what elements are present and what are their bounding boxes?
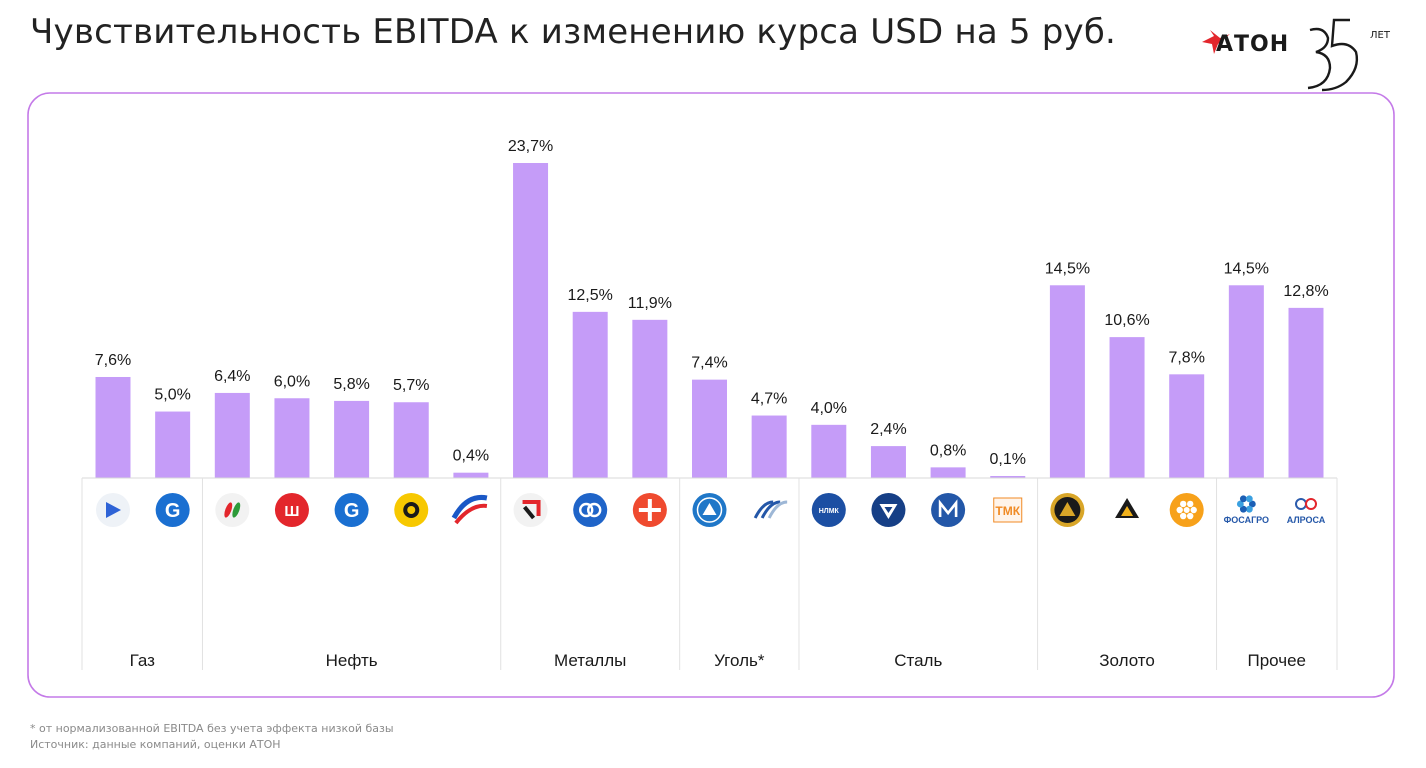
bar-1 bbox=[95, 376, 131, 478]
blue-knot-logo bbox=[573, 493, 608, 527]
group-label-3: Металлы bbox=[554, 651, 626, 670]
bar-6 bbox=[393, 402, 429, 478]
svg-text:Ш: Ш bbox=[284, 503, 299, 520]
bar-3 bbox=[214, 392, 250, 478]
svg-text:НЛМК: НЛМК bbox=[819, 508, 840, 515]
aton-35-mark-icon bbox=[1202, 18, 1359, 92]
gold-triangle-circle-logo bbox=[1050, 493, 1085, 527]
logo-text: АТОН bbox=[1216, 32, 1290, 57]
bar-12 bbox=[751, 415, 787, 478]
value-label-15: 0,8% bbox=[930, 442, 966, 459]
footnote-asterisk: * от нормализованной EBITDA без учета эф… bbox=[30, 722, 394, 735]
value-label-20: 14,5% bbox=[1224, 260, 1269, 277]
bar-15 bbox=[930, 467, 966, 478]
value-label-9: 12,5% bbox=[568, 287, 613, 304]
bar-5 bbox=[334, 400, 370, 478]
bar-17 bbox=[1049, 285, 1085, 478]
orange-tmk-logo: ТМК bbox=[993, 497, 1023, 523]
bar-7 bbox=[453, 472, 489, 478]
group-label-2: Нефть bbox=[326, 651, 378, 670]
group-label-6: Золото bbox=[1099, 651, 1155, 670]
group-label-5: Сталь bbox=[894, 651, 942, 670]
value-label-10: 11,9% bbox=[628, 295, 672, 312]
value-label-18: 10,6% bbox=[1104, 312, 1149, 329]
red-lk-logo: Ш bbox=[274, 493, 309, 527]
footnote-source: Источник: данные компаний, оценки АТОН bbox=[30, 738, 281, 751]
logo-caption-20: ФОСАГРО bbox=[1224, 515, 1269, 525]
green-red-drops-logo bbox=[215, 493, 250, 527]
value-label-16: 0,1% bbox=[990, 451, 1026, 468]
value-label-3: 6,4% bbox=[214, 368, 250, 385]
value-label-13: 4,0% bbox=[811, 400, 847, 417]
black-gold-triangle-logo bbox=[1115, 498, 1140, 518]
blue-nlmk-logo: НЛМК bbox=[811, 493, 846, 527]
bar-4 bbox=[274, 398, 310, 478]
bar-2 bbox=[155, 411, 191, 478]
blue-g-flame-logo: G bbox=[155, 493, 190, 527]
blue-diamond-logo bbox=[871, 493, 906, 527]
value-label-19: 7,8% bbox=[1168, 349, 1204, 366]
logo-years-label: ЛЕТ bbox=[1370, 30, 1390, 41]
chart-frame bbox=[27, 92, 1395, 698]
group-label-1: Газ bbox=[130, 651, 156, 670]
blue-m-logo bbox=[931, 493, 966, 527]
blue-flower-logo bbox=[1236, 495, 1256, 513]
value-label-8: 23,7% bbox=[508, 138, 553, 155]
bar-8 bbox=[513, 163, 549, 478]
value-label-7: 0,4% bbox=[453, 448, 489, 465]
blue-g-flame-logo: G bbox=[334, 493, 369, 527]
orange-star-logo bbox=[632, 493, 667, 527]
blue-triangle-logo bbox=[692, 493, 727, 527]
dark-blue-arrow-logo bbox=[96, 493, 130, 527]
value-label-5: 5,8% bbox=[333, 376, 369, 393]
bar-9 bbox=[572, 311, 608, 478]
bar-10 bbox=[632, 319, 668, 478]
value-label-21: 12,8% bbox=[1283, 283, 1328, 300]
value-label-2: 5,0% bbox=[154, 387, 190, 404]
svg-text:ТМК: ТМК bbox=[995, 504, 1020, 518]
value-label-17: 14,5% bbox=[1045, 260, 1090, 277]
bar-16 bbox=[990, 476, 1026, 478]
value-label-12: 4,7% bbox=[751, 391, 787, 408]
bar-19 bbox=[1169, 374, 1205, 478]
russia-flag-swoosh-logo bbox=[451, 494, 488, 525]
bar-14 bbox=[870, 446, 906, 478]
blue-stripes-logo bbox=[753, 500, 788, 519]
value-label-4: 6,0% bbox=[274, 373, 310, 390]
value-label-14: 2,4% bbox=[870, 421, 906, 438]
bar-13 bbox=[811, 424, 847, 478]
group-label-4: Уголь* bbox=[714, 651, 765, 670]
red-black-angle-logo bbox=[513, 493, 548, 527]
aton-logo: АТОН ЛЕТ bbox=[1200, 8, 1400, 98]
svg-text:G: G bbox=[165, 500, 181, 522]
blue-red-rings-logo bbox=[1295, 498, 1317, 510]
logo-caption-21: АЛРОСА bbox=[1287, 515, 1326, 525]
value-label-1: 7,6% bbox=[95, 352, 131, 369]
yellow-drop-logo bbox=[394, 493, 429, 527]
value-label-6: 5,7% bbox=[393, 377, 429, 394]
bar-18 bbox=[1109, 337, 1145, 478]
svg-text:G: G bbox=[344, 500, 360, 522]
value-label-11: 7,4% bbox=[691, 355, 727, 372]
bar-11 bbox=[692, 379, 727, 478]
bar-21 bbox=[1288, 307, 1324, 478]
bar-20 bbox=[1228, 285, 1264, 478]
orange-flower-logo bbox=[1169, 493, 1204, 527]
group-label-7: Прочее bbox=[1247, 651, 1306, 670]
page-title: Чувствительность EBITDA к изменению курс… bbox=[30, 12, 1117, 52]
